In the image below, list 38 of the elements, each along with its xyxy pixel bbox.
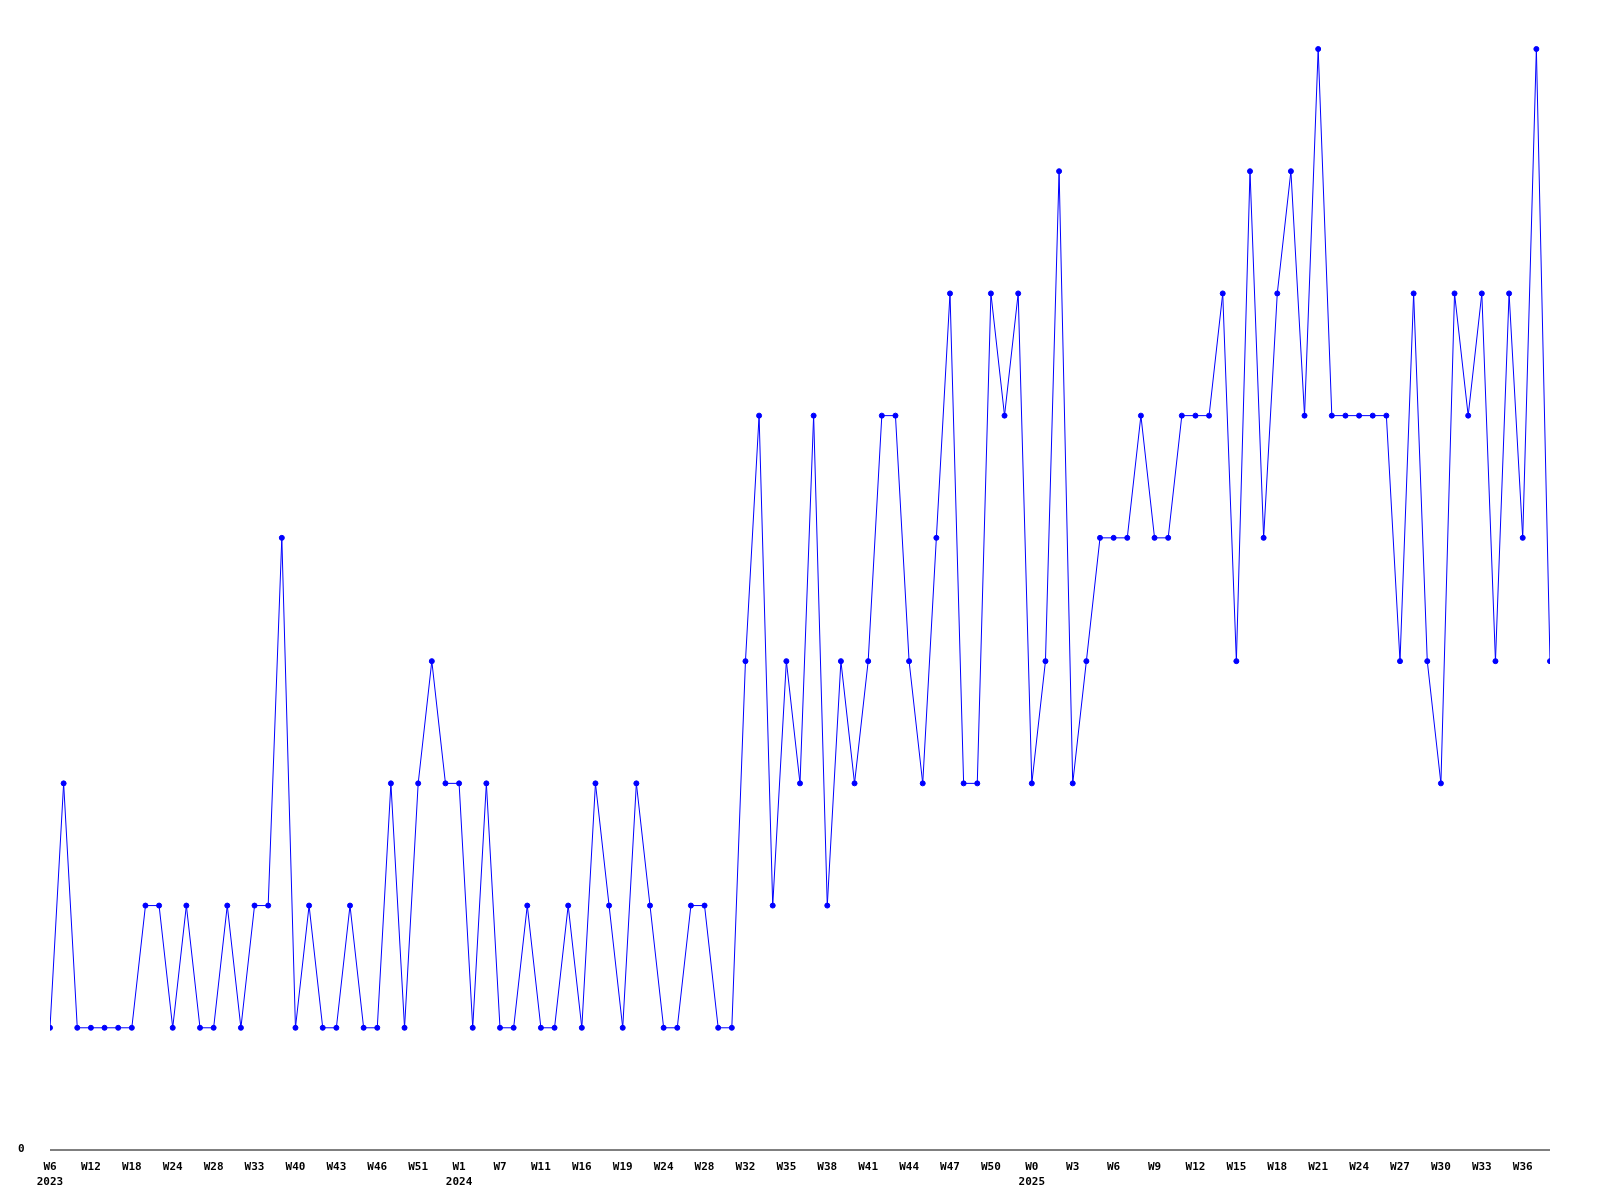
x-tick-label: W6 2023	[36, 1160, 64, 1188]
x-tick-label: W46	[367, 1160, 388, 1173]
x-tick-label: W0 2025	[1018, 1160, 1046, 1188]
x-tick-label: W28	[203, 1160, 224, 1173]
x-tick-label: W27	[1390, 1160, 1410, 1173]
x-tick-label: W43	[326, 1160, 347, 1173]
x-tick-label: W44	[899, 1160, 920, 1173]
x-tick-label: W50	[980, 1160, 1001, 1173]
x-tick-label: W11	[530, 1160, 552, 1173]
x-tick-label: W12	[1185, 1160, 1206, 1173]
x-tick-label: W36	[1512, 1160, 1534, 1173]
x-tick-label: W38	[817, 1160, 838, 1173]
x-tick-label: W32	[735, 1160, 756, 1173]
x-tick-label: W40	[285, 1160, 306, 1173]
x-tick-label: W9	[1147, 1160, 1162, 1173]
x-tick-label: W18	[1267, 1160, 1288, 1173]
x-tick-label: W47	[940, 1160, 960, 1173]
x-tick-label: W21	[1308, 1160, 1329, 1173]
x-tick-label: W33	[244, 1160, 265, 1173]
x-tick-label: W16	[571, 1160, 593, 1173]
x-tick-label: W35	[776, 1160, 797, 1173]
x-tick-label: W33	[1471, 1160, 1492, 1173]
x-tick-label: W24	[1349, 1160, 1370, 1173]
x-tick-label: W51	[408, 1160, 429, 1173]
x-tick-label: W28	[694, 1160, 715, 1173]
x-tick-label: W24	[653, 1160, 674, 1173]
text: 0	[18, 1142, 25, 1155]
x-tick-label: W6	[1107, 1160, 1121, 1173]
x-tick-label: W30	[1430, 1160, 1451, 1173]
x-tick-label: W3	[1066, 1160, 1080, 1173]
x-tick-label: W1 2024	[445, 1160, 473, 1188]
x-tick-label: W19	[612, 1160, 633, 1173]
x-tick-label: W12	[80, 1160, 101, 1173]
x-tick-label: W18	[121, 1160, 142, 1173]
x-tick-label: W41	[858, 1160, 879, 1173]
x-tick-label: W24	[162, 1160, 184, 1173]
x-tick-label: W15	[1226, 1160, 1247, 1173]
x-tick-label: W7	[493, 1160, 507, 1173]
